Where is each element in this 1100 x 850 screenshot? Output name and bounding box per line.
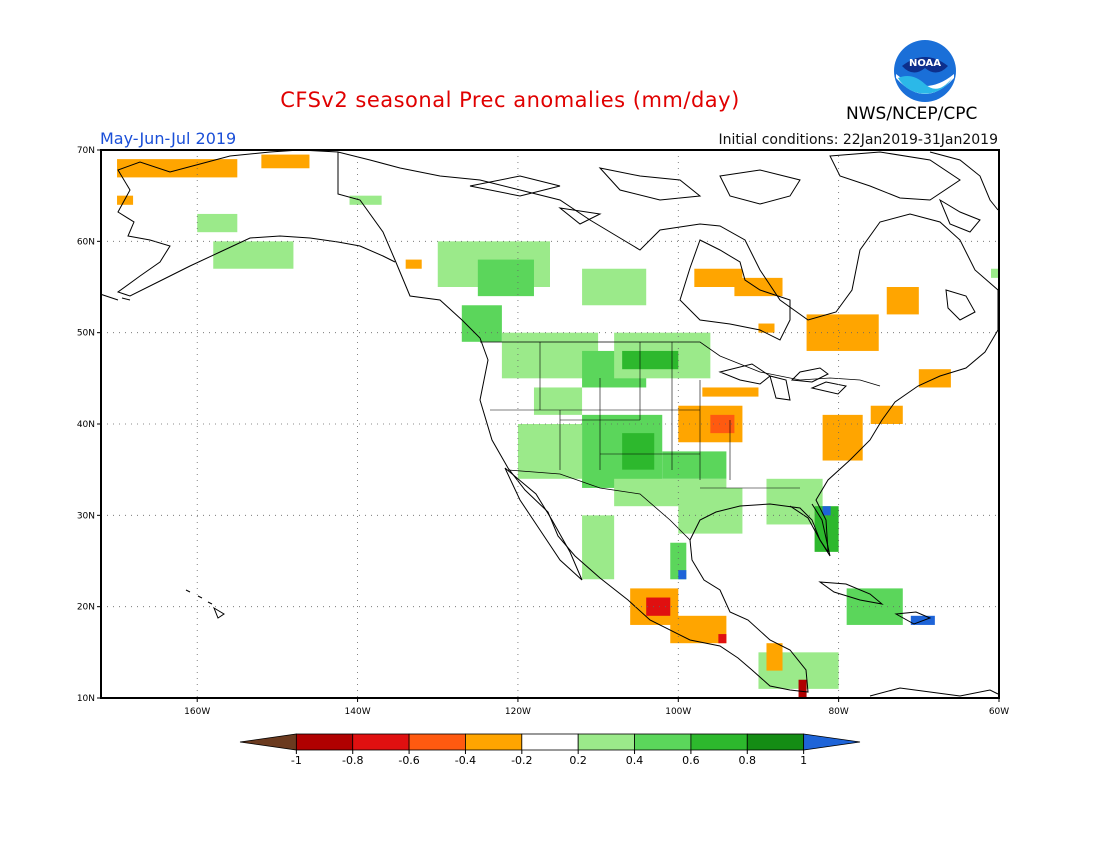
anomaly-cell-45: [670, 615, 727, 644]
colorbar-swatch: [690, 733, 748, 751]
lat-tick-label: 60N: [77, 237, 95, 247]
anomaly-cell-1: [261, 154, 310, 169]
anomaly-cell-22: [670, 542, 687, 580]
coastline-florida: [789, 503, 831, 557]
anomaly-cell-26: [822, 506, 831, 516]
map-title: CFSv2 seasonal Prec anomalies (mm/day): [280, 88, 740, 112]
coastline-baja: [504, 467, 583, 581]
coastline-cuba: [818, 581, 884, 605]
noaa-logo: NOAA: [894, 40, 956, 102]
lon-tick-label: 160W: [184, 707, 210, 717]
lat-tick-label: 20N: [77, 603, 95, 613]
anomaly-cell-46: [766, 643, 783, 671]
anomaly-cell-3: [213, 241, 294, 269]
colorbar-swatch: [465, 733, 523, 751]
coastline-aleutians: [101, 293, 131, 301]
colorbar-label: -0.8: [342, 754, 363, 767]
coastline-hispaniola: [894, 611, 932, 625]
colorbar-swatch: [577, 733, 635, 751]
lat-tick-label: 70N: [77, 146, 95, 156]
lat-tick-label: 10N: [77, 694, 95, 704]
coastlines: [101, 150, 999, 697]
anomaly-cell-19: [662, 451, 727, 479]
coastline-alaska: [116, 150, 396, 297]
anomaly-cell-47: [798, 679, 807, 698]
anomaly-cell-8: [477, 259, 534, 297]
colorbar-label: 0.8: [739, 754, 757, 767]
colorbar-swatch: [803, 733, 861, 751]
anomaly-cell-41: [870, 405, 903, 424]
anomaly-cell-15: [517, 424, 583, 479]
axis-ticks: 160W 140W 120W 100W 80W 60W 10N 20N 30N 40N 50N 60N…: [77, 146, 1009, 717]
map-gridlines: [101, 150, 999, 698]
coastline-hawaii: [185, 589, 225, 619]
anomaly-cell-32: [694, 268, 743, 287]
lat-tick-label: 40N: [77, 420, 95, 430]
anomaly-cell-0: [117, 159, 238, 178]
anomaly-cell-14: [533, 387, 583, 415]
colorbar-label: -0.2: [511, 754, 532, 767]
coastline-hudson-bay: [679, 239, 791, 341]
colorbar: -1 -0.8 -0.6 -0.4 -0.2 0.2 0.4 0.6 0.8 1: [239, 733, 861, 767]
colorbar-label: 0.4: [626, 754, 644, 767]
anomaly-cell-17: [622, 433, 655, 470]
colorbar-label: -0.4: [455, 754, 476, 767]
anomaly-cell-37: [702, 387, 759, 397]
logo-text: NOAA: [909, 58, 941, 69]
colorbar-label: 0.2: [569, 754, 587, 767]
anomaly-cell-36: [758, 323, 775, 333]
anomaly-cell-48: [718, 634, 727, 644]
anomaly-cell-2: [117, 195, 134, 205]
anomaly-cell-30: [622, 350, 679, 370]
anomaly-cell-44: [646, 597, 671, 616]
coastline-great-lakes: [718, 363, 848, 401]
anomaly-cell-23: [678, 570, 687, 580]
lat-tick-label: 50N: [77, 329, 95, 339]
forecast-period: May-Jun-Jul 2019: [100, 129, 237, 148]
colorbar-label: 1: [800, 754, 807, 767]
initial-conditions: Initial conditions: 22Jan2019-31Jan2019: [718, 132, 998, 148]
lon-tick-label: 80W: [828, 707, 848, 717]
anomaly-cell-31: [990, 268, 999, 278]
anomaly-cells: [117, 154, 999, 698]
lon-tick-label: 60W: [989, 707, 1009, 717]
anomaly-cell-34: [886, 287, 919, 315]
coastline-newfoundland: [945, 289, 976, 321]
colorbar-label: 0.6: [682, 754, 700, 767]
anomaly-cell-20: [678, 487, 743, 534]
anomaly-cell-35: [806, 314, 879, 351]
anomaly-cell-24: [766, 478, 823, 525]
anomaly-cell-9: [582, 268, 647, 306]
coastline-greenland: [929, 151, 999, 211]
colorbar-swatch: [239, 733, 297, 751]
border-us-mexico: [507, 469, 691, 541]
colorbar-swatch: [352, 733, 410, 751]
colorbar-swatch: [521, 733, 579, 751]
agency-label: NWS/NCEP/CPC: [846, 104, 978, 124]
colorbar-swatch: [408, 733, 466, 751]
coastline-north-america: [337, 151, 999, 693]
lon-tick-label: 140W: [345, 707, 371, 717]
lon-tick-label: 100W: [665, 707, 691, 717]
anomaly-cell-10: [461, 305, 502, 342]
border-us-canada: [480, 341, 881, 387]
colorbar-swatch: [295, 733, 354, 751]
anomaly-cell-6: [405, 259, 422, 269]
coastline-south-america: [869, 687, 999, 697]
anomaly-cell-27: [846, 588, 903, 625]
colorbar-label: -1: [291, 754, 302, 767]
anomaly-cell-39: [710, 414, 735, 434]
coastline-arctic-islands: [469, 151, 981, 233]
colorbar-label: -0.6: [398, 754, 419, 767]
lon-tick-label: 120W: [505, 707, 531, 717]
colorbar-swatch: [634, 733, 692, 751]
anomaly-cell-21: [582, 515, 615, 580]
anomaly-cell-33: [734, 277, 783, 297]
anomaly-cell-5: [349, 195, 382, 205]
anomaly-cell-4: [197, 213, 238, 233]
lat-tick-label: 30N: [77, 511, 95, 521]
colorbar-swatch: [746, 733, 805, 751]
anomaly-cell-40: [822, 414, 863, 461]
